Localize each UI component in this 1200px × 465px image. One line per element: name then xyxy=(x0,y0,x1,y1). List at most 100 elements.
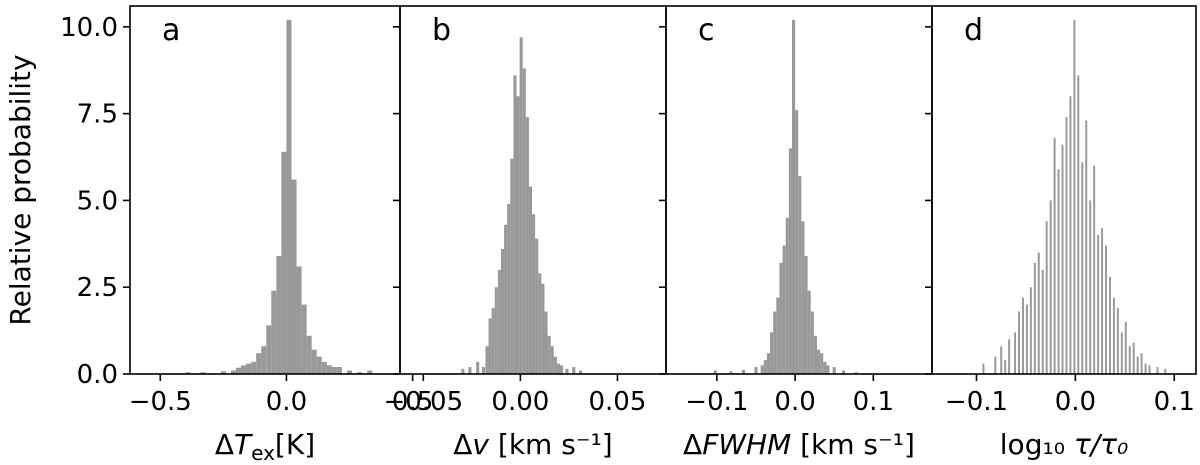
histogram-bar-b-17 xyxy=(525,117,529,374)
histogram-bar-d-9 xyxy=(1029,287,1032,374)
y-tick-label-1: 2.5 xyxy=(77,273,118,303)
x-tick-label-b-2: 0.05 xyxy=(589,387,647,417)
histogram-bar-c-0 xyxy=(713,370,717,374)
histogram-bar-c-11 xyxy=(782,245,786,374)
histogram-bar-a-21 xyxy=(321,361,327,374)
panel-frame-d xyxy=(931,5,1197,375)
histogram-bar-b-29 xyxy=(565,368,569,374)
y-tick-label-0: 0.0 xyxy=(77,360,118,390)
y-tick-label-3: 7.5 xyxy=(77,100,118,130)
histogram-bar-d-13 xyxy=(1045,221,1048,374)
histogram-bar-a-16 xyxy=(296,266,302,374)
histogram-bar-a-18 xyxy=(306,335,312,374)
histogram-bar-c-26 xyxy=(832,367,836,374)
histogram-bar-c-8 xyxy=(773,311,777,374)
histogram-bar-c-27 xyxy=(842,370,846,374)
histogram-bar-b-4 xyxy=(485,346,489,374)
histogram-bar-c-7 xyxy=(770,332,774,374)
x-tick-label-c-0: −0.1 xyxy=(685,387,748,417)
histogram-bar-a-7 xyxy=(251,361,257,374)
histogram-bar-a-6 xyxy=(246,363,252,374)
histogram-bar-c-22 xyxy=(816,349,821,374)
histogram-bar-d-18 xyxy=(1065,117,1068,374)
x-axis-label-d: log₁₀ τ/τ₀ xyxy=(1000,428,1128,461)
histogram-bar-a-14 xyxy=(286,19,292,374)
histogram-bar-a-8 xyxy=(256,353,262,374)
histogram-bar-a-15 xyxy=(291,179,297,374)
histogram-bar-d-20 xyxy=(1073,19,1076,374)
histogram-bar-b-6 xyxy=(491,308,495,374)
histogram-bar-d-28 xyxy=(1105,245,1108,374)
histogram-bar-b-7 xyxy=(494,287,498,374)
histogram-bar-d-10 xyxy=(1033,262,1036,374)
x-tick-label-b-1: 0.00 xyxy=(491,387,549,417)
histogram-bar-d-41 xyxy=(1164,368,1167,374)
x-tick-label-a-1: 0.0 xyxy=(266,387,307,417)
histogram-bar-d-29 xyxy=(1108,276,1111,374)
panel-letter-b: b xyxy=(432,13,451,48)
histogram-bar-d-34 xyxy=(1128,346,1131,374)
histogram-bar-d-36 xyxy=(1136,356,1139,374)
histogram-bar-d-24 xyxy=(1089,200,1092,374)
histogram-bar-b-12 xyxy=(510,158,514,374)
histogram-bar-d-15 xyxy=(1053,137,1056,374)
x-axis-label-a: ΔTex[K] xyxy=(215,428,315,465)
histogram-bar-d-2 xyxy=(1000,346,1003,374)
histogram-bar-c-14 xyxy=(791,19,796,374)
histogram-bar-c-13 xyxy=(788,148,792,374)
histogram-bar-a-13 xyxy=(281,151,287,374)
panel-letter-a: a xyxy=(162,13,180,48)
histogram-bar-a-25 xyxy=(347,370,353,374)
x-tick-label-b-0: −0.05 xyxy=(383,387,463,417)
histogram-bar-b-25 xyxy=(550,346,554,374)
histogram-bar-c-10 xyxy=(779,262,783,374)
panel-c: c −0.1 0.0 0.1 ΔFWHM [km s⁻¹] xyxy=(659,5,933,461)
histogram-bar-b-14 xyxy=(516,96,520,374)
histogram-bar-c-3 xyxy=(754,367,758,374)
histogram-bar-d-33 xyxy=(1124,321,1127,374)
histogram-bar-b-10 xyxy=(504,224,508,374)
x-tick-label-c-2: 0.1 xyxy=(853,387,894,417)
histogram-bar-b-24 xyxy=(547,335,551,374)
histogram-bar-b-28 xyxy=(559,365,564,374)
histogram-bar-b-20 xyxy=(535,238,539,374)
histogram-bar-b-30 xyxy=(572,367,576,374)
histogram-bar-d-25 xyxy=(1093,165,1096,374)
x-axis-label-c: ΔFWHM [km s⁻¹] xyxy=(683,428,915,461)
histogram-bar-b-5 xyxy=(488,318,492,374)
histogram-bar-b-3 xyxy=(481,367,486,374)
histogram-bar-d-26 xyxy=(1097,235,1100,374)
histogram-bar-d-14 xyxy=(1049,200,1052,374)
histogram-bar-b-2 xyxy=(476,361,480,374)
histogram-bar-b-15 xyxy=(519,37,523,374)
histogram-bar-b-22 xyxy=(541,283,545,374)
histogram-bar-d-38 xyxy=(1144,363,1147,374)
histogram-bar-c-6 xyxy=(766,353,771,374)
histogram-bar-a-3 xyxy=(230,370,236,374)
histogram-bar-d-7 xyxy=(1021,297,1024,374)
histogram-bar-b-13 xyxy=(513,75,517,375)
histogram-bar-a-24 xyxy=(336,367,342,374)
histogram-bar-c-5 xyxy=(763,360,767,374)
panel-a: a 0.0 2.5 5.0 7.5 10.0 −0.5 0.0 0.5 ΔTex[K] xyxy=(60,5,433,465)
panel-b: b −0.05 0.00 0.05 Δv [km s⁻¹] xyxy=(383,5,667,461)
histogram-bar-a-10 xyxy=(266,325,272,374)
histogram-bar-a-12 xyxy=(276,255,282,374)
histogram-bar-c-1 xyxy=(729,371,733,374)
x-tick-label-c-1: 0.0 xyxy=(774,387,815,417)
histogram-bar-c-19 xyxy=(807,290,811,374)
histogram-bar-a-27 xyxy=(367,370,373,374)
histogram-bar-c-21 xyxy=(813,335,817,374)
histogram-bar-c-9 xyxy=(776,297,780,374)
histogram-bar-a-1 xyxy=(200,372,206,374)
histogram-bar-c-23 xyxy=(820,353,824,374)
histogram-bar-d-40 xyxy=(1156,367,1159,374)
y-tick-label-4: 10.0 xyxy=(60,13,118,43)
x-tick-label-a-2: 0.5 xyxy=(392,387,433,417)
histogram-bar-d-21 xyxy=(1077,75,1080,375)
histogram-bar-c-20 xyxy=(810,311,814,374)
panel-d: d −0.1 0.0 0.1 log₁₀ τ/τ₀ xyxy=(925,5,1197,461)
panel-letter-c: c xyxy=(698,13,715,48)
histogram-bar-b-11 xyxy=(507,203,511,374)
